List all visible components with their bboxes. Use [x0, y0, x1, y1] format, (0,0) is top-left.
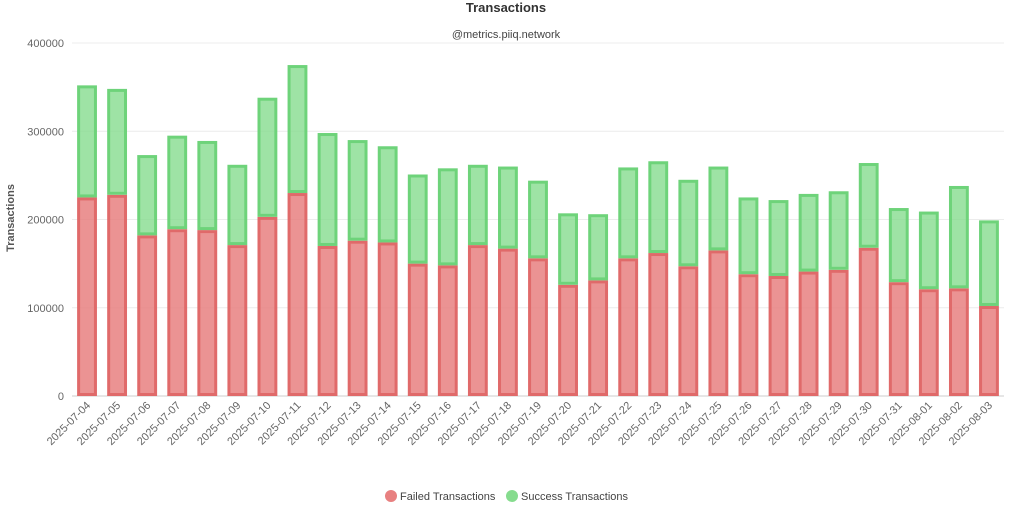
- y-tick-label: 300000: [27, 126, 64, 138]
- bar-success[interactable]: [558, 213, 578, 285]
- bar-success[interactable]: [588, 214, 609, 281]
- bar-failed[interactable]: [678, 266, 699, 396]
- bar-failed[interactable]: [287, 193, 308, 396]
- bar-success[interactable]: [498, 166, 518, 249]
- bar-success[interactable]: [528, 180, 548, 259]
- bar-failed[interactable]: [948, 288, 969, 396]
- bar-failed[interactable]: [77, 197, 97, 396]
- bar-success[interactable]: [317, 133, 338, 246]
- y-tick-label: 100000: [27, 303, 64, 315]
- bar-success[interactable]: [167, 135, 188, 230]
- y-tick-label: 400000: [27, 38, 64, 50]
- bar-success[interactable]: [107, 88, 128, 195]
- bar-success[interactable]: [828, 191, 849, 270]
- bar-failed[interactable]: [257, 216, 278, 396]
- bar-failed[interactable]: [467, 245, 488, 396]
- bar-failed[interactable]: [137, 235, 158, 396]
- bar-success[interactable]: [918, 211, 939, 290]
- bar-failed[interactable]: [708, 250, 729, 396]
- y-axis-ticks: 0 100000 200000 300000 400000: [27, 38, 64, 403]
- y-axis-label: Transactions: [5, 184, 17, 252]
- bar-failed[interactable]: [498, 248, 518, 396]
- bar-success[interactable]: [77, 85, 97, 198]
- bar-success[interactable]: [257, 97, 278, 217]
- bar-success[interactable]: [618, 167, 639, 259]
- bar-failed[interactable]: [888, 282, 909, 396]
- legend-marker-failed: [385, 490, 397, 502]
- bar-failed[interactable]: [618, 258, 639, 396]
- x-axis-ticks: 2025-07-042025-07-052025-07-062025-07-07…: [45, 400, 995, 448]
- bar-success[interactable]: [437, 168, 458, 266]
- bar-success[interactable]: [888, 208, 909, 283]
- bar-failed[interactable]: [588, 280, 609, 396]
- chart-subtitle: @metrics.piiq.network: [452, 29, 561, 41]
- bar-failed[interactable]: [558, 284, 578, 396]
- legend-label-failed: Failed Transactions: [400, 491, 496, 503]
- bar-failed[interactable]: [317, 245, 338, 396]
- bar-success[interactable]: [678, 179, 699, 267]
- bar-success[interactable]: [227, 164, 248, 246]
- bar-failed[interactable]: [167, 229, 188, 396]
- bar-failed[interactable]: [648, 253, 669, 396]
- bar-success[interactable]: [377, 146, 398, 243]
- bar-failed[interactable]: [768, 275, 789, 397]
- bar-failed[interactable]: [528, 258, 548, 396]
- bar-success[interactable]: [708, 166, 729, 251]
- legend-item-success[interactable]: Success Transactions: [506, 490, 628, 503]
- bar-failed[interactable]: [227, 245, 248, 396]
- bar-success[interactable]: [948, 185, 969, 289]
- bar-success[interactable]: [347, 140, 368, 241]
- legend-item-failed[interactable]: Failed Transactions: [385, 490, 496, 503]
- bar-success[interactable]: [407, 174, 428, 264]
- bar-success[interactable]: [768, 200, 789, 276]
- bar-failed[interactable]: [437, 265, 458, 397]
- legend-label-success: Success Transactions: [521, 491, 628, 503]
- bar-success[interactable]: [979, 220, 999, 306]
- bar-success[interactable]: [137, 155, 158, 236]
- y-tick-label: 200000: [27, 215, 64, 227]
- bar-failed[interactable]: [798, 271, 819, 397]
- bar-success[interactable]: [197, 140, 218, 231]
- legend-marker-success: [506, 490, 518, 502]
- bar-failed[interactable]: [407, 263, 428, 396]
- y-tick-label: 0: [58, 391, 64, 403]
- bar-failed[interactable]: [918, 289, 939, 396]
- bar-failed[interactable]: [347, 240, 368, 396]
- bar-failed[interactable]: [828, 269, 849, 396]
- bar-success[interactable]: [287, 65, 308, 194]
- bar-success[interactable]: [798, 193, 819, 272]
- bar-failed[interactable]: [197, 230, 218, 396]
- bar-success[interactable]: [858, 163, 879, 248]
- bar-success[interactable]: [648, 161, 669, 254]
- bar-success[interactable]: [467, 164, 488, 246]
- bar-failed[interactable]: [377, 242, 398, 396]
- legend: Failed Transactions Success Transactions: [385, 490, 628, 503]
- bar-failed[interactable]: [979, 305, 999, 396]
- bar-failed[interactable]: [107, 194, 128, 396]
- chart-title: Transactions: [466, 0, 546, 15]
- bar-success[interactable]: [738, 197, 759, 275]
- bar-failed[interactable]: [738, 274, 759, 396]
- bars: [77, 65, 999, 397]
- bar-failed[interactable]: [858, 247, 879, 396]
